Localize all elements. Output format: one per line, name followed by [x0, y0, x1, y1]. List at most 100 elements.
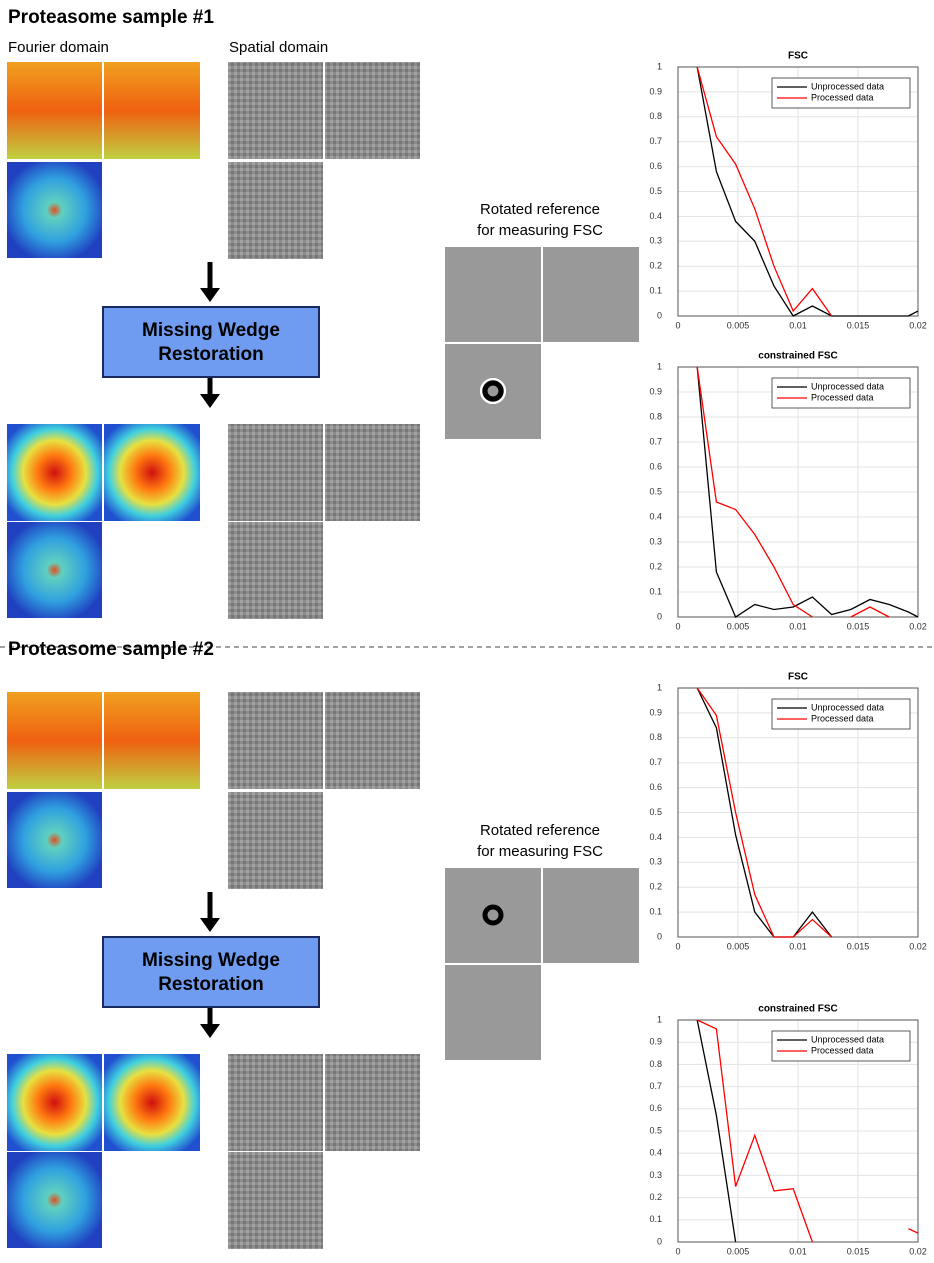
- y-tick-label: 0.8: [649, 411, 662, 421]
- y-tick-label: 0.6: [649, 1103, 662, 1113]
- y-tick-label: 0.6: [649, 161, 662, 171]
- legend-label: Unprocessed data: [811, 1034, 884, 1044]
- y-tick-label: 0.9: [649, 386, 662, 396]
- image: [7, 1152, 102, 1248]
- y-tick-label: 0.3: [649, 236, 662, 246]
- reference-image: [480, 378, 506, 404]
- image: [228, 62, 323, 159]
- x-tick-label: 0.005: [727, 941, 750, 951]
- y-tick-label: 0.2: [649, 1192, 662, 1202]
- legend-label: Processed data: [811, 92, 874, 102]
- legend: [771, 698, 911, 730]
- image: [7, 1054, 102, 1151]
- chart-title: constrained FSC: [758, 351, 837, 362]
- image: [7, 792, 102, 888]
- y-tick-label: 0: [657, 931, 662, 941]
- plot-frame: [677, 1019, 919, 1243]
- box-label: Missing Wedge: [142, 320, 280, 341]
- x-tick-label: 0.005: [727, 320, 750, 330]
- x-tick-label: 0.01: [789, 320, 807, 330]
- legend-label: Processed data: [811, 1045, 874, 1055]
- y-tick-label: 0.4: [649, 511, 662, 521]
- box-label: Restoration: [158, 974, 264, 995]
- y-tick-label: 0.5: [649, 807, 662, 817]
- y-tick-label: 0.3: [649, 1170, 662, 1180]
- y-tick-label: 1: [657, 61, 662, 71]
- y-tick-label: 0.1: [649, 1214, 662, 1224]
- box-label: Missing Wedge: [142, 950, 280, 971]
- y-tick-label: 0.1: [649, 586, 662, 596]
- image: [325, 692, 420, 789]
- image: [7, 162, 102, 258]
- y-tick-label: 1: [657, 361, 662, 371]
- image: [228, 162, 323, 259]
- label: for measuring FSC: [477, 843, 603, 860]
- chart-title: FSC: [788, 672, 808, 683]
- image: [325, 424, 420, 521]
- reference-image: [445, 868, 541, 963]
- y-tick-label: 0.4: [649, 1148, 662, 1158]
- label: Rotated reference: [480, 822, 600, 839]
- series-line: [696, 366, 919, 618]
- y-tick-label: 0: [657, 611, 662, 621]
- image: [7, 62, 102, 159]
- section-title: Proteasome sample #2: [8, 639, 214, 660]
- y-tick-label: 0.9: [649, 86, 662, 96]
- x-tick-label: 0.02: [909, 941, 927, 951]
- label: Fourier domain: [8, 39, 109, 56]
- image: [325, 62, 420, 159]
- reference-image: [543, 868, 639, 963]
- y-tick-label: 1: [657, 1014, 662, 1024]
- legend-label: Processed data: [811, 713, 874, 723]
- label: Rotated reference: [480, 201, 600, 218]
- label: Spatial domain: [229, 39, 328, 56]
- y-tick-label: 0.6: [649, 782, 662, 792]
- series-line: [696, 66, 919, 317]
- x-tick-label: 0.01: [789, 621, 807, 631]
- y-tick-label: 0.9: [649, 707, 662, 717]
- box-label: Restoration: [158, 344, 264, 365]
- legend-label: Processed data: [811, 392, 874, 402]
- image: [7, 692, 102, 789]
- plot-frame: [677, 66, 919, 317]
- reference-image: [445, 965, 541, 1060]
- image: [228, 792, 323, 889]
- legend-label: Unprocessed data: [811, 702, 884, 712]
- x-tick-label: 0.02: [909, 621, 927, 631]
- y-tick-label: 0.7: [649, 136, 662, 146]
- arrow: [200, 394, 220, 408]
- x-tick-label: 0.02: [909, 320, 927, 330]
- process-box: [102, 306, 320, 378]
- image: [104, 62, 200, 159]
- series-line: [696, 66, 833, 317]
- image: [228, 692, 323, 789]
- image: [228, 1152, 323, 1249]
- arrow: [200, 1024, 220, 1038]
- x-tick-label: 0.015: [847, 1246, 870, 1256]
- image: [325, 1054, 420, 1151]
- reference-image: [543, 247, 639, 342]
- y-tick-label: 0.8: [649, 1059, 662, 1069]
- reference-image: [482, 904, 504, 926]
- y-tick-label: 0.2: [649, 561, 662, 571]
- reference-image: [445, 344, 541, 439]
- image: [104, 424, 200, 521]
- y-tick-label: 1: [657, 682, 662, 692]
- chart-title: FSC: [788, 51, 808, 62]
- y-tick-label: 0.5: [649, 186, 662, 196]
- image: [228, 424, 323, 521]
- y-tick-label: 0.1: [649, 906, 662, 916]
- legend: [771, 377, 911, 409]
- x-tick-label: 0: [675, 1246, 680, 1256]
- x-tick-label: 0.015: [847, 941, 870, 951]
- y-tick-label: 0.2: [649, 882, 662, 892]
- y-tick-label: 0.3: [649, 536, 662, 546]
- plot-frame: [677, 366, 919, 618]
- y-tick-label: 0.8: [649, 111, 662, 121]
- y-tick-label: 0.4: [649, 832, 662, 842]
- y-tick-label: 0: [657, 1236, 662, 1246]
- arrow: [200, 288, 220, 302]
- legend: [771, 1030, 911, 1062]
- process-box: [102, 936, 320, 1008]
